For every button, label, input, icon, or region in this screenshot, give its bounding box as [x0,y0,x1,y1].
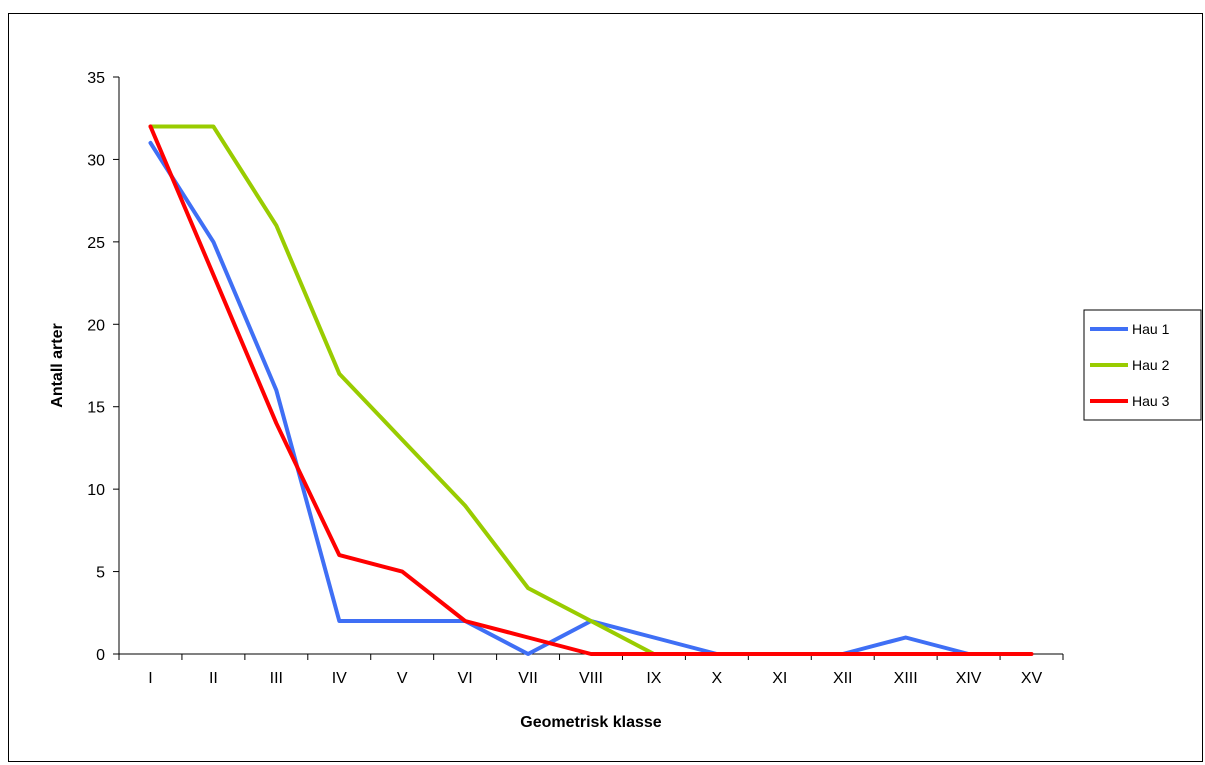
x-tick-label: XIII [894,670,918,687]
legend: Hau 1 Hau 2 Hau 3 [1083,309,1202,421]
x-axis-title: Geometrisk klasse [520,714,662,731]
y-tick-label: 15 [87,400,105,417]
x-tick-label: II [209,670,218,687]
x-tick-label: III [270,670,283,687]
y-tick-label: 20 [87,317,105,334]
x-tick-label: XIV [956,670,982,687]
y-tick-label: 30 [87,152,105,169]
x-tick-label: XI [772,670,787,687]
series-line-2 [148,124,656,656]
legend-label: Hau 3 [1132,393,1170,409]
y-tick-label: 5 [96,565,105,582]
legend-label: Hau 1 [1132,321,1170,337]
x-tick-label: XV [1021,670,1043,687]
y-tick-label: 25 [87,235,105,252]
y-tick-label: 10 [87,482,105,499]
x-tick-label: VII [518,670,538,687]
x-tick-label: I [148,670,152,687]
x-tick-label: VI [458,670,473,687]
x-tick-label: IV [332,670,347,687]
x-tick-label: IX [646,670,661,687]
chart-frame [8,13,1203,762]
y-tick-label: 35 [87,70,105,87]
series-line-3 [148,124,1034,656]
legend-label: Hau 2 [1132,357,1170,373]
x-tick-label: X [712,670,723,687]
y-tick-label: 0 [96,647,105,664]
series-layer [148,124,1034,656]
x-tick-label: V [397,670,408,687]
y-axis-title: Antall arter [49,323,66,407]
x-tick-label: VIII [579,670,603,687]
x-tick-label: XII [833,670,853,687]
